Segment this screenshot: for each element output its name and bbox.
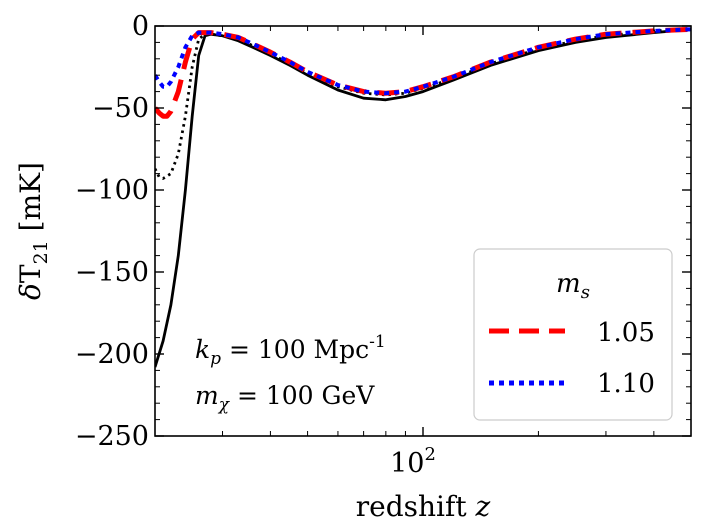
y-tick-label: −200: [75, 339, 149, 370]
y-tick-label: −100: [75, 175, 149, 206]
ticks-layer: 0 −50 −100 −150 −200 −250 102: [75, 11, 691, 479]
legend-label-1.10: 1.10: [597, 369, 655, 399]
legend: ms 1.05 1.10: [473, 248, 673, 421]
legend-title: ms: [556, 269, 590, 303]
series-line-reference-dotted-: [155, 27, 691, 180]
legend-label-1.05: 1.05: [597, 318, 655, 348]
series-layer: [155, 26, 691, 368]
y-tick-label: −50: [92, 93, 149, 124]
x-axis-title: redshift z: [356, 490, 491, 523]
annotation-mchi: mχ = 100 GeV: [195, 381, 375, 415]
x-tick-label: 102: [390, 444, 436, 479]
y-tick-label: 0: [132, 11, 149, 42]
annotation-kp: kp = 100 Mpc-1: [195, 332, 386, 369]
y-axis-title: δT21 [mK]: [14, 162, 52, 300]
y-tick-label: −150: [75, 257, 149, 288]
y-tick-label: −250: [75, 421, 149, 452]
legend-box: [473, 248, 673, 421]
series-line-1.05: [155, 26, 691, 119]
series-line-reference-solid-: [155, 27, 691, 368]
